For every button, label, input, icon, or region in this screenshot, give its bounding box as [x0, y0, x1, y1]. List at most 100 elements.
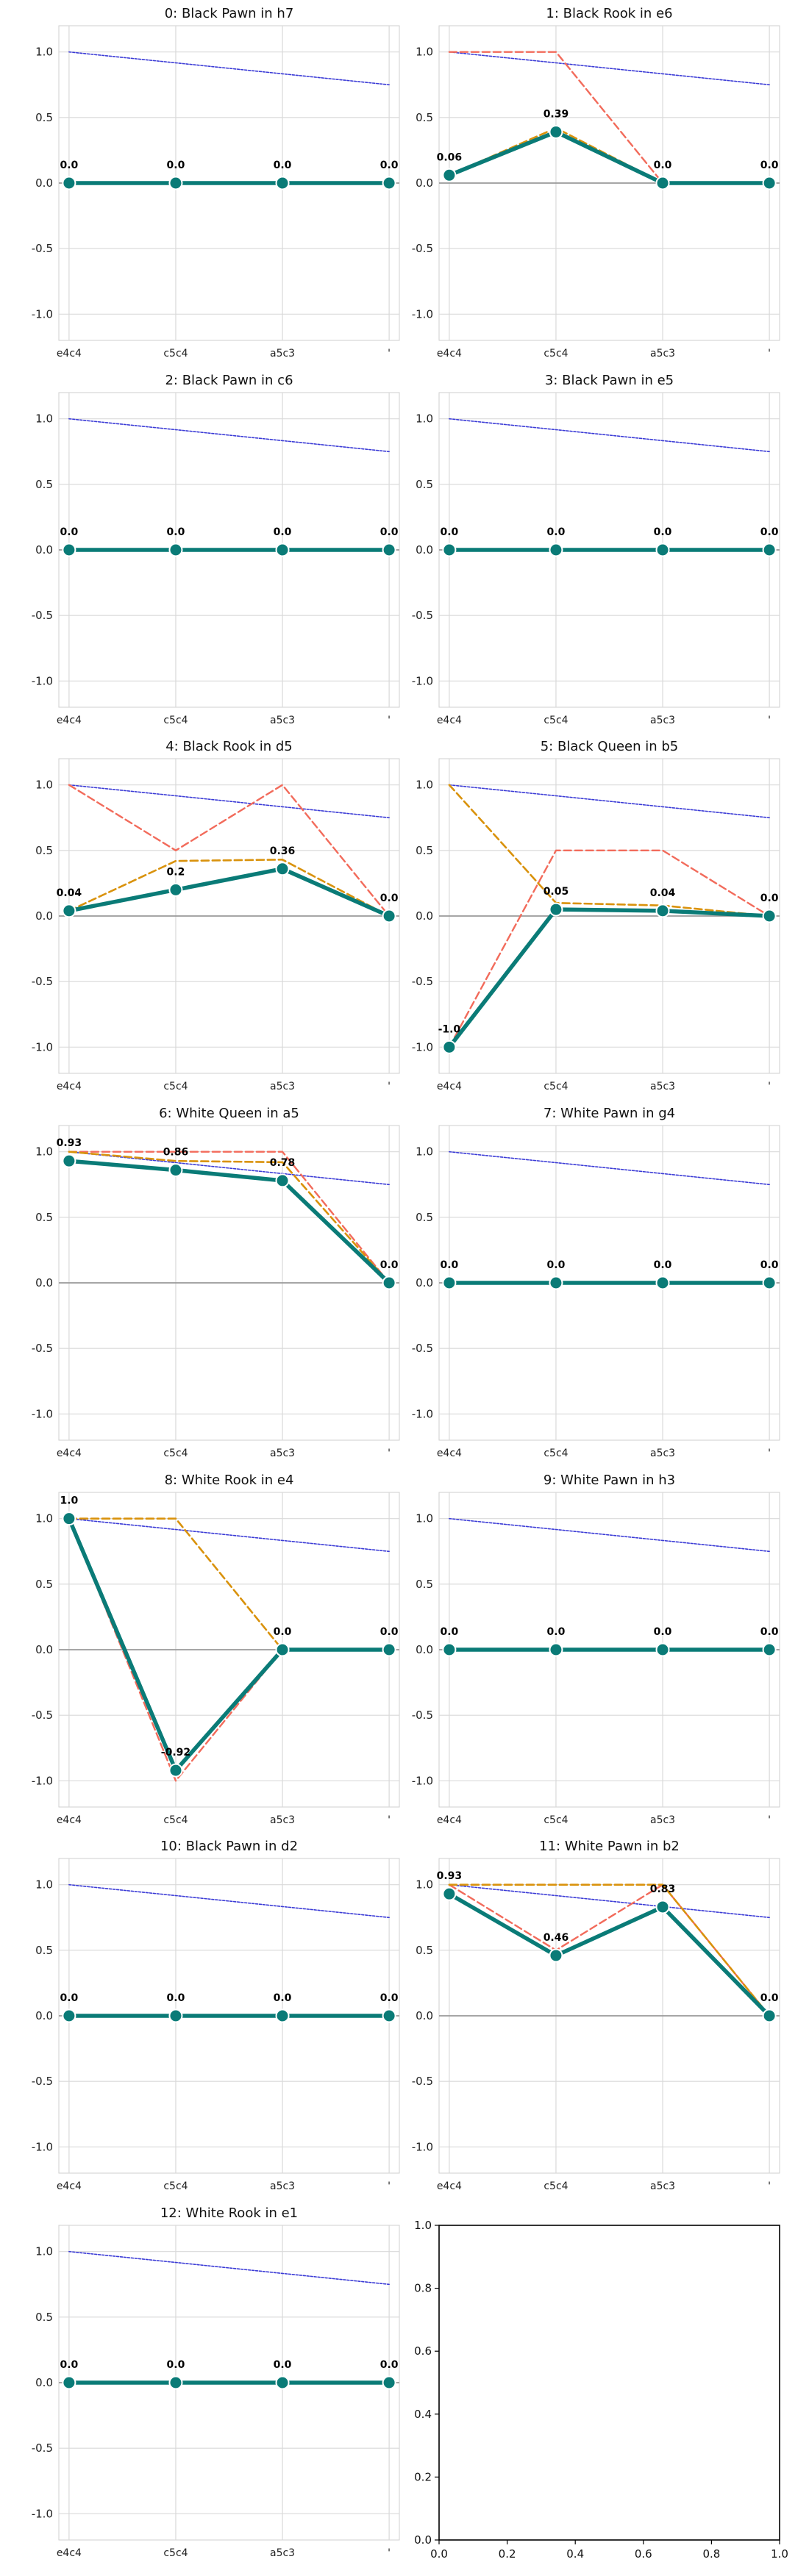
series-line-orange [68, 1151, 391, 1284]
series-line-blue [449, 1151, 770, 1186]
y-tick-label: 0.4 [414, 2408, 432, 2421]
data-point [275, 2375, 290, 2390]
data-label: 0.0 [380, 1259, 399, 1271]
y-tick-label: -0.5 [32, 2075, 53, 2088]
data-point [655, 904, 670, 918]
y-tick-label: 0.5 [416, 844, 433, 857]
series-line-main [67, 1159, 391, 1285]
y-tick-label: 0.0 [416, 1643, 433, 1656]
x-tick-label: e4c4 [57, 1081, 82, 1092]
data-point [442, 1886, 457, 1901]
data-point [442, 168, 457, 182]
series-line-red [68, 1151, 391, 1284]
y-tick-label: 0.0 [416, 176, 433, 190]
x-tick-label: c5c4 [544, 348, 568, 359]
series-line-blue [68, 1517, 390, 1553]
x-tick-label: 0.6 [635, 2547, 652, 2561]
chart-title: 4: Black Rook in d5 [165, 739, 293, 754]
chart-panel-2: 2: Black Pawn in c6 -1.0 -0.5 0.0 0.5 1.0 e4c4… [32, 373, 400, 726]
y-tick-label: 0.5 [35, 1944, 53, 1957]
data-label: 0.0 [380, 1992, 399, 2004]
series-line-main [67, 1516, 391, 1772]
data-label: 0.0 [440, 1626, 458, 1638]
data-point [168, 1163, 183, 1178]
y-tick-label: 0.0 [35, 1276, 53, 1289]
chart-panel-5: 5: Black Queen in b5 -1.0 -0.5 0.0 0.5 1.0 e4c… [412, 739, 780, 1092]
data-label: 0.0 [380, 526, 399, 538]
x-tick-label: ' [768, 348, 771, 359]
x-tick-label: a5c3 [270, 1081, 295, 1092]
x-tick-label: c5c4 [163, 348, 188, 359]
y-tick-label: 1.0 [35, 779, 53, 792]
data-label: 0.0 [274, 160, 292, 171]
x-tick-label: e4c4 [57, 348, 82, 359]
y-tick-label: 0.5 [35, 1211, 53, 1224]
x-tick-label: ' [768, 1081, 771, 1092]
x-tick-label: e4c4 [437, 1814, 462, 1826]
data-label: 0.0 [380, 892, 399, 904]
chart-panel-0: 0: Black Pawn in h7 -1.0 -0.5 0.0 0.5 1.0 e4c4… [32, 6, 400, 359]
y-tick-label: 0.0 [35, 176, 53, 190]
x-tick-label: c5c4 [544, 715, 568, 726]
series-line-main [67, 867, 391, 918]
x-tick-label: c5c4 [163, 1814, 188, 1826]
data-point [168, 543, 183, 557]
data-label: 0.2 [167, 866, 185, 878]
data-point [62, 2008, 76, 2023]
data-point [762, 1642, 777, 1657]
data-label: 0.0 [167, 160, 185, 171]
data-label: 0.0 [547, 1259, 566, 1271]
chart-title: 6: White Queen in a5 [159, 1106, 299, 1121]
y-tick-label: -0.5 [412, 1342, 433, 1355]
data-label: 0.0 [380, 1626, 399, 1638]
x-tick-label: a5c3 [270, 2547, 295, 2559]
x-tick-label: e4c4 [437, 1081, 462, 1092]
x-tick-label: ' [768, 2180, 771, 2192]
data-point [382, 2375, 396, 2390]
y-tick-label: 1.0 [416, 1145, 433, 1159]
data-label: 0.0 [167, 1992, 185, 2004]
y-tick-label: -1.0 [32, 2140, 53, 2153]
x-tick-label: a5c3 [650, 1814, 675, 1826]
data-point [382, 909, 396, 923]
data-label: 0.93 [57, 1137, 82, 1149]
data-label: 0.0 [380, 160, 399, 171]
data-point [549, 124, 563, 139]
data-point [655, 543, 670, 557]
x-tick-label: a5c3 [650, 1448, 675, 1459]
data-label: 0.0 [60, 2359, 78, 2371]
data-point [62, 1511, 76, 1526]
data-label: 0.0 [654, 526, 672, 538]
y-tick-label: 0.5 [35, 111, 53, 124]
data-point [168, 2008, 183, 2023]
y-tick-label: 0.0 [416, 2009, 433, 2022]
chart-title: 5: Black Queen in b5 [541, 739, 679, 754]
chart-panel-12: 12: White Rook in e1 -1.0 -0.5 0.0 0.5 1.0 e4c… [32, 2205, 400, 2559]
x-tick-label: a5c3 [650, 1081, 675, 1092]
data-label: -0.92 [161, 1747, 190, 1759]
y-tick-label: 1.0 [416, 412, 433, 426]
data-label: 0.0 [274, 2359, 292, 2371]
data-label: 0.0 [760, 1259, 779, 1271]
y-tick-label: 0.5 [35, 1578, 53, 1591]
x-tick-label: ' [768, 715, 771, 726]
y-tick-label: 0.5 [35, 2311, 53, 2324]
data-point [655, 1276, 670, 1290]
series-line-main [447, 129, 771, 185]
y-tick-label: 0.5 [416, 1944, 433, 1957]
x-tick-label: ' [388, 1814, 391, 1826]
series-line-blue [449, 784, 770, 819]
y-tick-label: 1.0 [35, 1512, 53, 1525]
series-line-blue [449, 1517, 770, 1553]
data-point [382, 1276, 396, 1290]
chart-title: 2: Black Pawn in c6 [165, 373, 293, 388]
chart-title: 10: Black Pawn in d2 [160, 1839, 298, 1854]
data-label: 0.0 [760, 1626, 779, 1638]
x-tick-label: ' [768, 1448, 771, 1459]
y-tick-label: 0.5 [416, 478, 433, 491]
data-label: 0.46 [544, 1932, 569, 1944]
x-tick-label: ' [768, 1814, 771, 1826]
x-tick-label: 1.0 [771, 2547, 788, 2561]
data-point [762, 1276, 777, 1290]
data-label: 0.0 [760, 1992, 779, 2004]
